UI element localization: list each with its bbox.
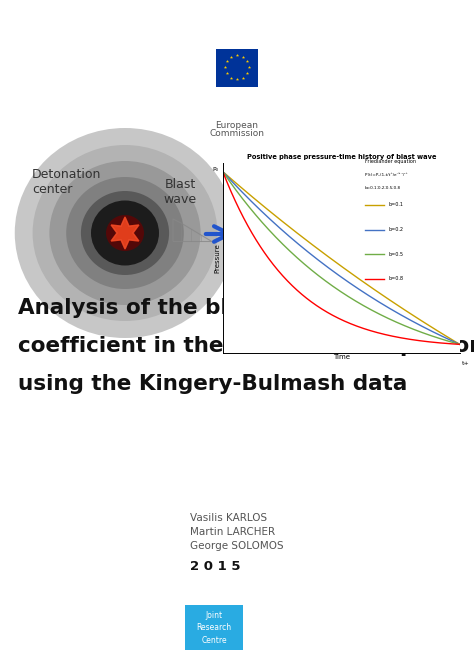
- FancyBboxPatch shape: [185, 605, 243, 650]
- Text: Detonation
center: Detonation center: [32, 168, 101, 196]
- Text: b=0.1: b=0.1: [389, 202, 404, 207]
- Text: George SOLOMOS: George SOLOMOS: [190, 541, 283, 551]
- Ellipse shape: [91, 200, 159, 265]
- Text: b=0.5: b=0.5: [389, 252, 404, 257]
- Text: Commission: Commission: [210, 129, 264, 138]
- FancyBboxPatch shape: [216, 50, 258, 88]
- Text: Friedlander equation: Friedlander equation: [365, 159, 416, 164]
- Ellipse shape: [15, 128, 235, 338]
- Y-axis label: Pressure: Pressure: [214, 243, 220, 273]
- Ellipse shape: [49, 161, 201, 305]
- Text: Blast
wave: Blast wave: [164, 178, 197, 206]
- Ellipse shape: [33, 145, 218, 321]
- Ellipse shape: [106, 215, 144, 251]
- Text: b=0.8: b=0.8: [389, 277, 404, 281]
- Polygon shape: [111, 217, 139, 249]
- Text: b=0.1;0.2;0.5;0.8: b=0.1;0.2;0.5;0.8: [365, 186, 401, 190]
- Text: using the Kingery-Bulmash data: using the Kingery-Bulmash data: [18, 374, 407, 394]
- Text: P₀: P₀: [212, 167, 218, 172]
- Text: European: European: [216, 121, 258, 130]
- Text: Analysis of the blast wave decay: Analysis of the blast wave decay: [18, 298, 414, 318]
- Text: Joint
Research
Centre: Joint Research Centre: [196, 611, 232, 645]
- Text: Martin LARCHER: Martin LARCHER: [190, 527, 275, 537]
- Ellipse shape: [66, 177, 184, 289]
- Text: b=0.2: b=0.2: [389, 227, 404, 232]
- Text: Vasilis KARLOS: Vasilis KARLOS: [190, 513, 267, 523]
- Text: P(t)=P₀(1-t/t⁺)e⁻ᵇ ᵗ/ᵗ⁺: P(t)=P₀(1-t/t⁺)e⁻ᵇ ᵗ/ᵗ⁺: [365, 172, 408, 176]
- Polygon shape: [111, 217, 139, 249]
- Text: 2 0 1 5: 2 0 1 5: [190, 560, 240, 573]
- Title: Positive phase pressure-time history of blast wave: Positive phase pressure-time history of …: [246, 154, 436, 160]
- Text: t+: t+: [462, 360, 470, 366]
- Text: coefficient in the Friedlander equation: coefficient in the Friedlander equation: [18, 336, 474, 356]
- X-axis label: Time: Time: [333, 354, 350, 360]
- Ellipse shape: [81, 191, 169, 275]
